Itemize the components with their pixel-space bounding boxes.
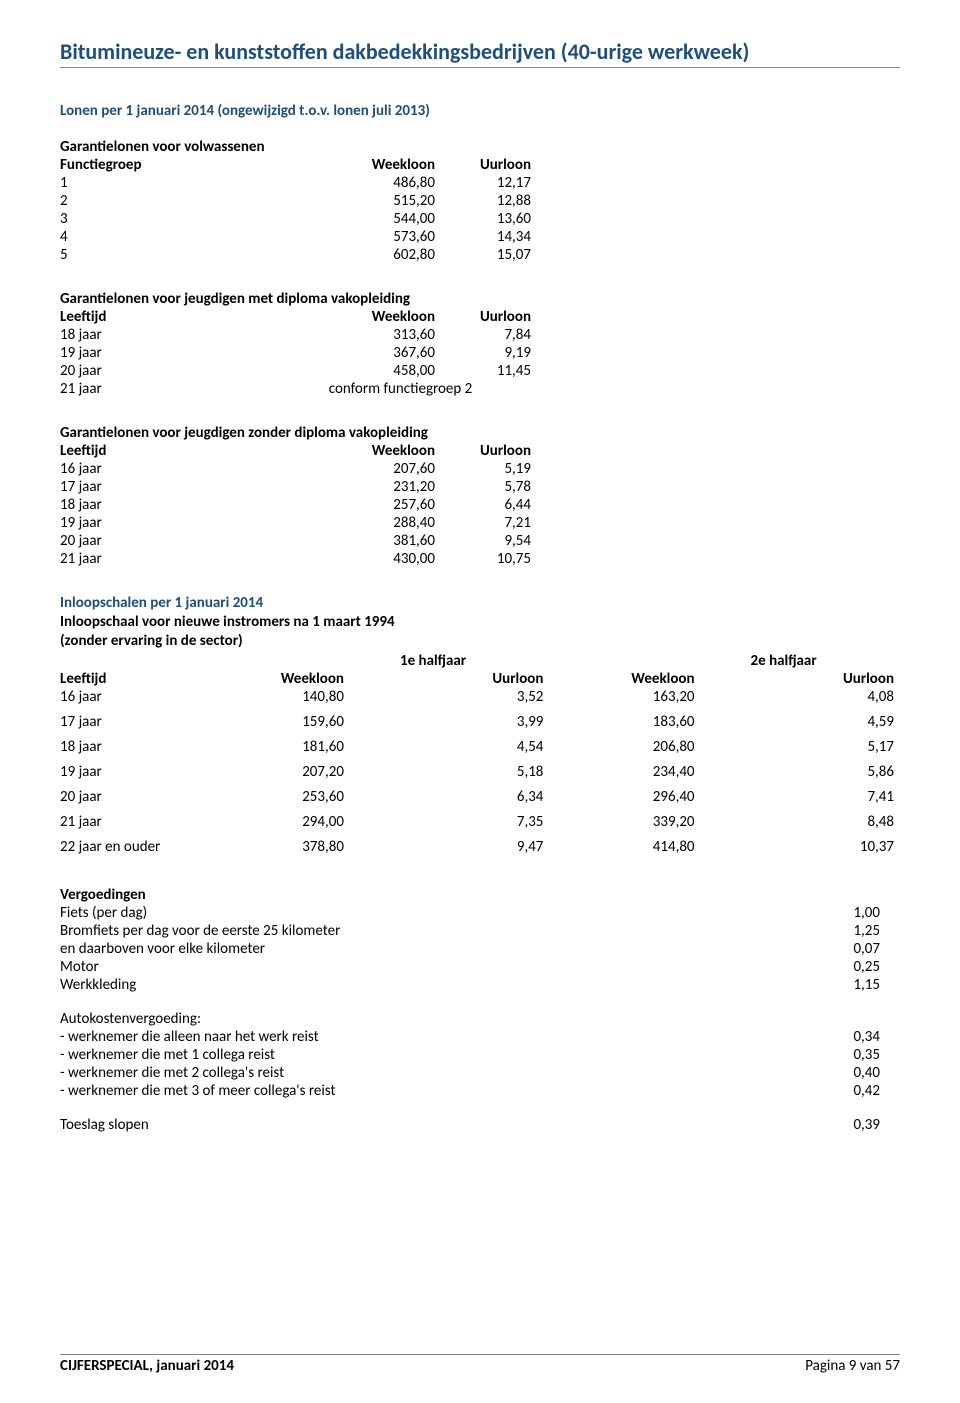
inloop-title: Inloopschalen per 1 januari 2014 xyxy=(60,594,263,612)
page-footer: CIJFERSPECIAL, januari 2014 Pagina 9 van… xyxy=(60,1354,900,1375)
kv-row: - werknemer die met 1 collega reist0,35 xyxy=(60,1046,880,1064)
kv-row: - werknemer die alleen naar het werk rei… xyxy=(60,1028,880,1046)
table-row: 21 jaar430,0010,75 xyxy=(60,550,537,568)
table-row: 18 jaar181,604,54206,805,17 xyxy=(60,738,900,756)
col-header: Uurloon xyxy=(441,156,537,174)
col-header: Weekloon xyxy=(549,670,700,688)
auto-heading: Autokostenvergoeding: xyxy=(60,1010,829,1028)
kv-row: - werknemer die met 3 of meer collega's … xyxy=(60,1082,880,1100)
col-header: Weekloon xyxy=(270,442,441,460)
col-header: Uurloon xyxy=(701,670,900,688)
col-header: Leeftijd xyxy=(60,442,270,460)
col-header: Weekloon xyxy=(270,308,441,326)
table-row: 3544,0013,60 xyxy=(60,210,537,228)
footer-right: Pagina 9 van 57 xyxy=(805,1357,900,1375)
table-row: 19 jaar207,205,18234,405,86 xyxy=(60,763,900,781)
kv-row: Fiets (per dag)1,00 xyxy=(60,904,880,922)
col-header: Uurloon xyxy=(441,442,537,460)
col-header: Weekloon xyxy=(199,670,350,688)
half-year-a: 1e halfjaar xyxy=(350,652,549,670)
table-row: 21 jaar294,007,35339,208,48 xyxy=(60,813,900,831)
guarantee-adults-table: Functiegroep Weekloon Uurloon 1486,8012,… xyxy=(60,156,537,264)
table-row: 21 jaarconform functiegroep 2 xyxy=(60,380,537,398)
col-header: Uurloon xyxy=(350,670,549,688)
kv-row: Toeslag slopen0,39 xyxy=(60,1116,880,1134)
auto-table: Autokostenvergoeding: - werknemer die al… xyxy=(60,1010,880,1100)
toeslag-table: Toeslag slopen0,39 xyxy=(60,1116,880,1134)
table-row: 5602,8015,07 xyxy=(60,246,537,264)
inloop-line2: Inloopschaal voor nieuwe instromers na 1… xyxy=(60,613,395,631)
kv-row: - werknemer die met 2 collega's reist0,4… xyxy=(60,1064,880,1082)
kv-row: Motor0,25 xyxy=(60,958,880,976)
table-row: 18 jaar313,607,84 xyxy=(60,326,537,344)
half-year-b: 2e halfjaar xyxy=(701,652,900,670)
vergoedingen-table: Vergoedingen Fiets (per dag)1,00 Bromfie… xyxy=(60,886,880,994)
table-row: 4573,6014,34 xyxy=(60,228,537,246)
table-row: 19 jaar367,609,19 xyxy=(60,344,537,362)
t1-heading: Garantielonen voor volwassenen xyxy=(60,138,900,156)
table-row: 18 jaar257,606,44 xyxy=(60,496,537,514)
col-header: Leeftijd xyxy=(60,670,199,688)
guarantee-youth-nodiploma-table: Leeftijd Weekloon Uurloon 16 jaar207,605… xyxy=(60,442,537,568)
t3-heading: Garantielonen voor jeugdigen zonder dipl… xyxy=(60,424,900,442)
table-row: 16 jaar140,803,52163,204,08 xyxy=(60,688,900,706)
kv-row: Werkkleding1,15 xyxy=(60,976,880,994)
guarantee-youth-diploma-table: Leeftijd Weekloon Uurloon 18 jaar313,607… xyxy=(60,308,537,398)
table-row: 20 jaar253,606,34296,407,41 xyxy=(60,788,900,806)
col-header: Weekloon xyxy=(270,156,441,174)
inloop-table: 1e halfjaar 2e halfjaar Leeftijd Weekloo… xyxy=(60,652,900,856)
table-row: 20 jaar458,0011,45 xyxy=(60,362,537,380)
table-row: 17 jaar159,603,99183,604,59 xyxy=(60,713,900,731)
inloop-line3: (zonder ervaring in de sector) xyxy=(60,632,243,650)
col-header: Leeftijd xyxy=(60,308,270,326)
col-header: Functiegroep xyxy=(60,156,270,174)
table-row: 22 jaar en ouder378,809,47414,8010,37 xyxy=(60,838,900,856)
title-rule xyxy=(60,67,900,68)
table-row: 2515,2012,88 xyxy=(60,192,537,210)
verg-heading: Vergoedingen xyxy=(60,886,829,904)
footer-left: CIJFERSPECIAL, januari 2014 xyxy=(60,1357,234,1375)
table-row: 17 jaar231,205,78 xyxy=(60,478,537,496)
t2-heading: Garantielonen voor jeugdigen met diploma… xyxy=(60,290,900,308)
table-row: 20 jaar381,609,54 xyxy=(60,532,537,550)
kv-row: en daarboven voor elke kilometer0,07 xyxy=(60,940,880,958)
col-header: Uurloon xyxy=(441,308,537,326)
page-title: Bitumineuze- en kunststoffen dakbedekkin… xyxy=(60,38,900,65)
table-row: 19 jaar288,407,21 xyxy=(60,514,537,532)
table-row: 1486,8012,17 xyxy=(60,174,537,192)
wages-date-subheading: Lonen per 1 januari 2014 (ongewijzigd t.… xyxy=(60,102,900,120)
inloop-heading: Inloopschalen per 1 januari 2014 Inloops… xyxy=(60,594,900,650)
kv-row: Bromfiets per dag voor de eerste 25 kilo… xyxy=(60,922,880,940)
table-row: 16 jaar207,605,19 xyxy=(60,460,537,478)
